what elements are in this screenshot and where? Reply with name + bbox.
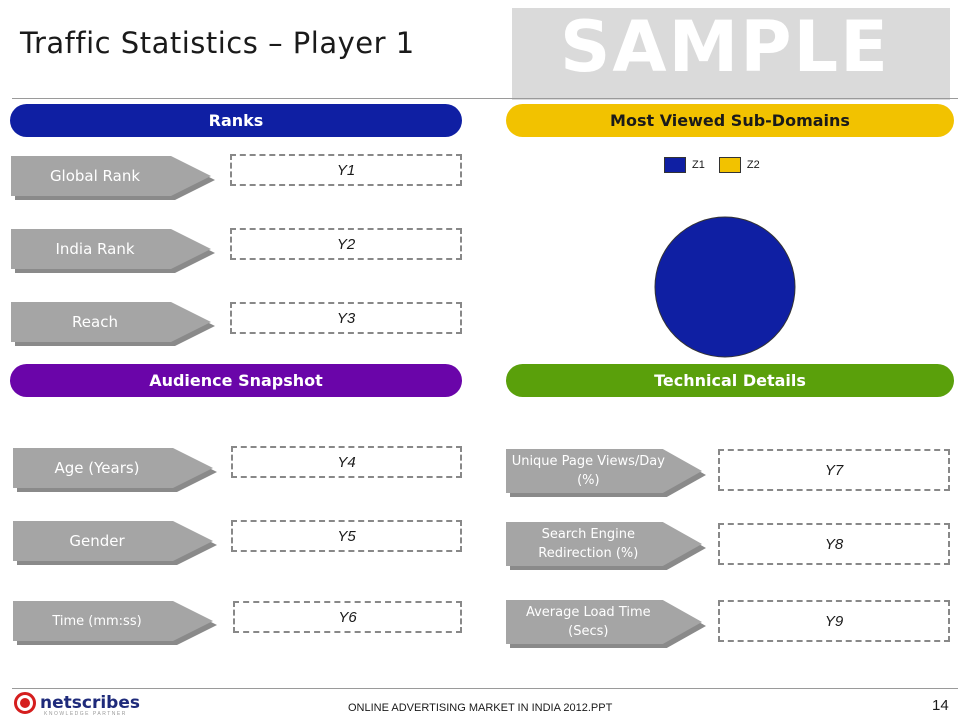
legend-label-z1: Z1	[692, 159, 705, 171]
global-rank-value-box: Y1	[230, 154, 462, 186]
gender-arrow: Gender	[13, 521, 217, 565]
india-rank-value-box: Y2	[230, 228, 462, 260]
footer-filename: ONLINE ADVERTISING MARKET IN INDIA 2012.…	[348, 702, 613, 714]
time-value-box: Y6	[233, 601, 462, 633]
ranks-header: Ranks	[10, 104, 462, 137]
reach-value-box: Y3	[230, 302, 462, 334]
netscribes-logo: netscribes	[14, 692, 140, 714]
technical-header: Technical Details	[506, 364, 954, 397]
pie-slice-z1	[654, 216, 796, 358]
reach-arrow: Reach	[11, 302, 215, 346]
page-number: 14	[932, 697, 949, 714]
average-load-time-value-box: Y9	[718, 600, 950, 642]
gender-value-box: Y5	[231, 520, 462, 552]
legend-swatch-z1	[664, 157, 686, 173]
search-engine-value-box: Y8	[718, 523, 950, 565]
age-value-box: Y4	[231, 446, 462, 478]
sample-watermark: SAMPLE	[512, 6, 950, 100]
time-arrow: Time (mm:ss)	[13, 601, 217, 645]
unique-page-views-arrow: Unique Page Views/Day (%)	[506, 449, 706, 497]
sub-domains-pie-chart	[654, 216, 796, 358]
legend-label-z2: Z2	[746, 159, 760, 171]
footer-divider	[12, 688, 958, 689]
india-rank-arrow: India Rank	[11, 229, 215, 273]
logo-mark-icon	[14, 692, 36, 714]
search-engine-arrow: Search Engine Redirection (%)	[506, 522, 706, 570]
average-load-time-arrow: Average Load Time (Secs)	[506, 600, 706, 648]
logo-tagline: KNOWLEDGE PARTNER	[44, 711, 127, 717]
unique-page-views-value-box: Y7	[718, 449, 950, 491]
legend-swatch-z2	[718, 157, 741, 173]
pie-legend: Z1 Z2	[664, 157, 760, 173]
title-divider	[12, 98, 958, 99]
slide-title: Traffic Statistics – Player 1	[20, 26, 415, 60]
audience-header: Audience Snapshot	[10, 364, 462, 397]
most-viewed-header: Most Viewed Sub-Domains	[506, 104, 954, 137]
age-arrow: Age (Years)	[13, 448, 217, 492]
global-rank-arrow: Global Rank	[11, 156, 215, 200]
